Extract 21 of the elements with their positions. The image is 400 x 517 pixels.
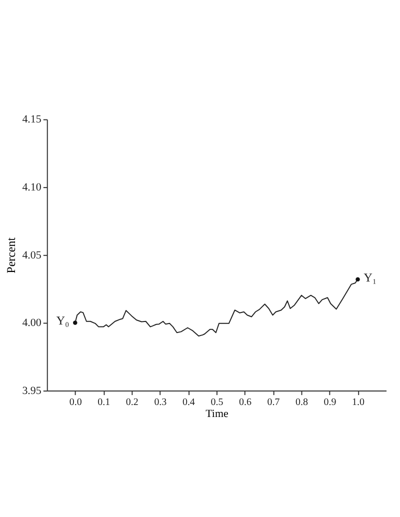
annotation: Y₀ — [56, 314, 70, 328]
x-tick-label: 0.8 — [296, 397, 308, 408]
y-tick-label: 4.05 — [22, 249, 42, 262]
x-tick-label: 0.7 — [267, 397, 280, 408]
x-tick-label: 0.1 — [98, 397, 110, 408]
y-tick-label: 4.15 — [22, 114, 42, 126]
x-tick-label: 0.0 — [69, 397, 82, 408]
y-tick-label: 3.95 — [22, 385, 42, 398]
x-tick-label: 0.4 — [182, 397, 195, 408]
annotation: Y₁ — [364, 270, 377, 284]
x-tick-label: 0.2 — [126, 397, 138, 408]
x-tick-label: 0.6 — [238, 397, 252, 408]
x-tick-label: 0.9 — [324, 397, 336, 408]
y-axis-title: Percent — [4, 236, 18, 274]
line-series — [74, 278, 358, 337]
y-tick-label: 4.00 — [22, 317, 42, 330]
x-tick-label: 0.3 — [154, 397, 167, 408]
x-tick-label: 1.0 — [352, 397, 365, 408]
y-tick-label: 4.10 — [22, 182, 42, 194]
x-axis-title: Time — [206, 408, 228, 420]
x-tick-label: 0.5 — [210, 397, 224, 408]
